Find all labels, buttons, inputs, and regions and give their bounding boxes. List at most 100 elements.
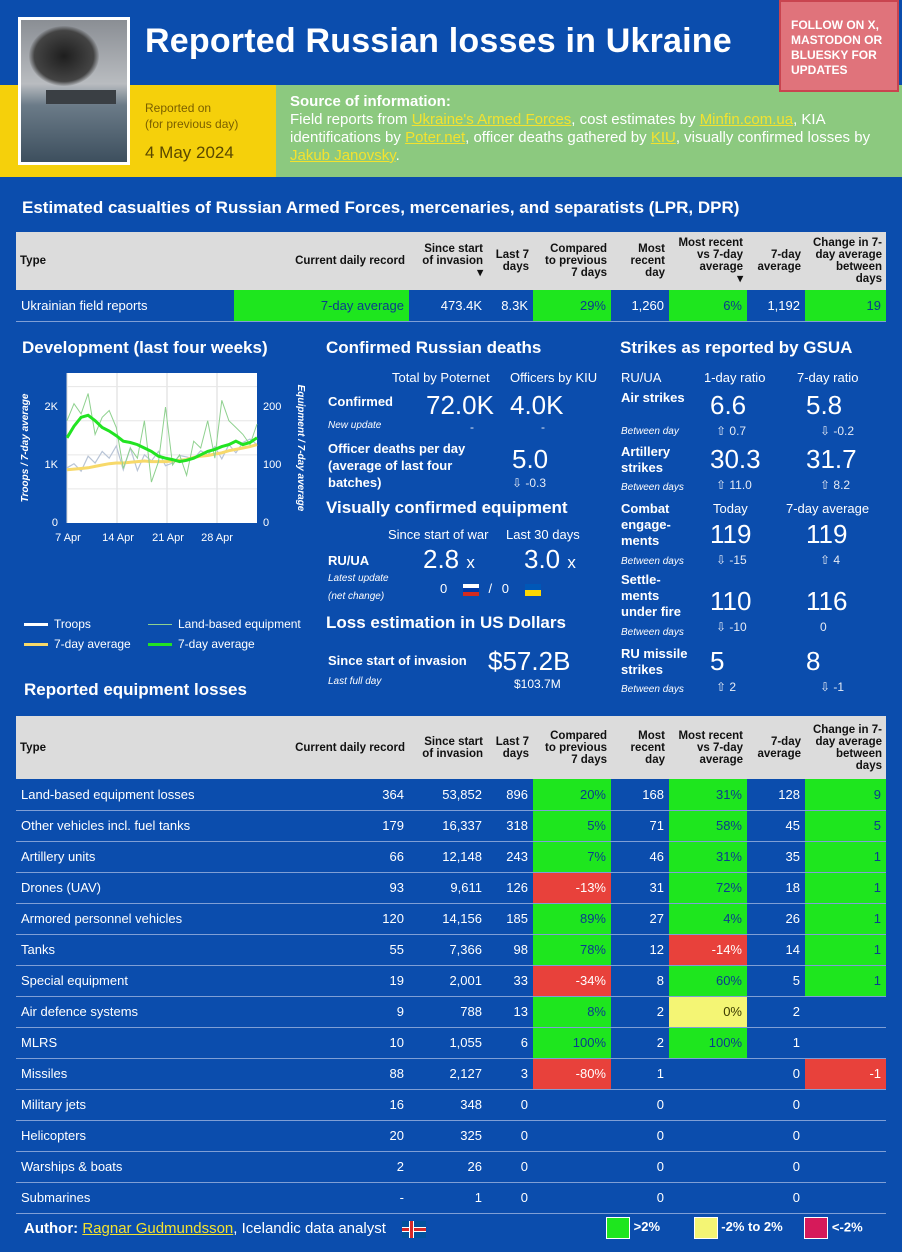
table-cell: 2,001 [409,965,487,997]
strikes-title: Strikes as reported by GSUA [620,338,853,357]
visual-label: RU/UA [328,553,370,568]
strike-delta: ⇩ -15 [716,553,747,567]
table-cell: 16,337 [409,810,487,842]
table-cell: 1 [805,965,886,997]
visual-col1: Since start of war [388,527,489,542]
table-cell [533,1089,611,1121]
table-cell: Special equipment [16,965,234,997]
table-cell: 45 [747,810,805,842]
deaths-title: Confirmed Russian deaths [326,338,542,357]
report-date: 4 May 2024 [145,143,234,162]
tick-label: 2K [45,401,59,413]
table-cell [805,1120,886,1152]
table-row: Armored personnel vehicles 120 14,156 185 89… [16,903,886,935]
table-row: Submarines -1 0 0 0 [16,1182,886,1214]
table-cell: 6 [487,1027,533,1059]
visual-sub2: (net change) [328,591,385,602]
table-cell: 9 [234,996,409,1028]
author-link[interactable]: Ragnar Gudmundsson [82,1220,234,1237]
table-cell: 318 [487,810,533,842]
table-cell: -1 [805,1058,886,1090]
source-link-poternet[interactable]: Poter.net [405,129,466,146]
source-link-kiu[interactable]: KIU [650,129,676,146]
follow-button[interactable]: FOLLOW ON X, MASTODON OR BLUESKY FOR UPD… [779,0,899,92]
confirmed-label: Confirmed [328,394,393,409]
table-cell: 0% [669,996,747,1028]
visual-change: 0 / 0 [440,581,541,596]
table-cell [669,1120,747,1152]
casualties-table: Type Current daily record Since start of… [16,232,886,322]
table-cell: 12,148 [409,841,487,873]
strike-value: 110 [710,586,752,616]
table-cell: 60% [669,965,747,997]
cost-day: $103.7M [514,677,561,691]
table-cell: MLRS [16,1027,234,1059]
table-cell: Military jets [16,1089,234,1121]
table-row: Warships & boats 2 26 0 0 0 [16,1151,886,1183]
table-cell: 5 [747,965,805,997]
reported-label: Reported on (for previous day) [145,101,239,131]
table-cell: 72% [669,872,747,904]
source-link-minfin[interactable]: Minfin.com.ua [699,111,794,128]
table-cell: 1 [747,1027,805,1059]
table-cell: Artillery units [16,841,234,873]
table-cell: 1 [805,934,886,966]
table-cell: 27 [611,903,669,935]
table-cell: 20% [533,779,611,811]
table-row: Ukrainian field reports 7-day average 47… [16,290,886,322]
officers-delta: - [541,420,545,434]
strike-delta: ⇧ 11.0 [716,478,752,492]
strike-sub: Between days [621,556,684,567]
table-cell: 896 [487,779,533,811]
strike-value: 6.6 [710,390,747,420]
table-cell: 0 [747,1182,805,1214]
table-row: Drones (UAV) 93 9,611 126 -13% 31 72% 18 1 [16,872,886,904]
table-cell: 53,852 [409,779,487,811]
table-cell [805,1089,886,1121]
table-cell: 100% [669,1027,747,1059]
table-row: Tanks 55 7,366 98 78% 12 -14% 14 1 [16,934,886,966]
table-cell: 0 [487,1120,533,1152]
table-cell: 46 [611,841,669,873]
chart-legend: Troops 7-day average [24,614,131,654]
table-cell: 71 [611,810,669,842]
table-cell: 4% [669,903,747,935]
strike-value: 5 [710,646,725,676]
strike-sub: Between days [621,684,684,695]
strike-sub: Between days [621,482,684,493]
strike-value: 30.3 [710,444,761,474]
table-cell: 100% [533,1027,611,1059]
table-cell [669,1058,747,1090]
strikes-col1: 1-day ratio [704,370,766,385]
table-cell: 3 [487,1058,533,1090]
series-line-3 [65,413,258,464]
strike-delta: ⇧ 4 [820,553,841,567]
confirmed-sub: New update [328,420,382,431]
page-title: Reported Russian losses in Ukraine [145,22,732,60]
table-cell: 2 [611,996,669,1028]
strike-label: Artillery strikes [621,444,671,475]
table-cell: 33 [487,965,533,997]
tick-label: 1K [45,459,59,471]
strike-label: Air strikes [621,390,685,405]
table-cell: 89% [533,903,611,935]
table-cell: 26 [409,1151,487,1183]
table-cell: 14 [747,934,805,966]
per-day-value: 5.0 [512,444,549,474]
legend-swatch-green [606,1217,630,1239]
strike-delta: ⇧ 2 [716,680,737,694]
source-link-janovsky[interactable]: Jakub Janovsky [290,147,396,164]
chart-legend-right: Land-based equipment 7-day average [148,614,301,654]
table-cell: 0 [747,1151,805,1183]
table-cell: 1 [805,841,886,873]
officers-value: 4.0K [510,390,564,420]
table-cell: 93 [234,872,409,904]
table-cell: 20 [234,1120,409,1152]
legend-swatch-yellow [693,1217,718,1239]
legend-swatch-red [804,1217,829,1239]
table-cell: 348 [409,1089,487,1121]
source-link-ukraine[interactable]: Ukraine's Armed Forces [411,111,572,128]
table-cell: 7,366 [409,934,487,966]
tick-label: 21 Apr [152,532,184,544]
table-cell: 88 [234,1058,409,1090]
